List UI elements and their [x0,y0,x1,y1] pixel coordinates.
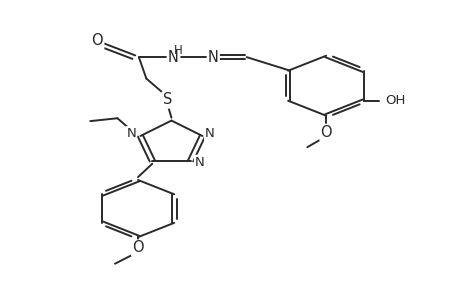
Text: N: N [126,127,136,140]
Text: O: O [132,241,144,256]
Text: O: O [91,33,103,48]
Text: N: N [195,156,204,169]
Text: O: O [319,125,331,140]
Text: OH: OH [385,94,405,107]
Text: H: H [174,44,183,57]
Text: S: S [162,92,172,107]
Text: N: N [207,50,218,64]
Text: N: N [205,127,214,140]
Text: N: N [168,50,179,64]
